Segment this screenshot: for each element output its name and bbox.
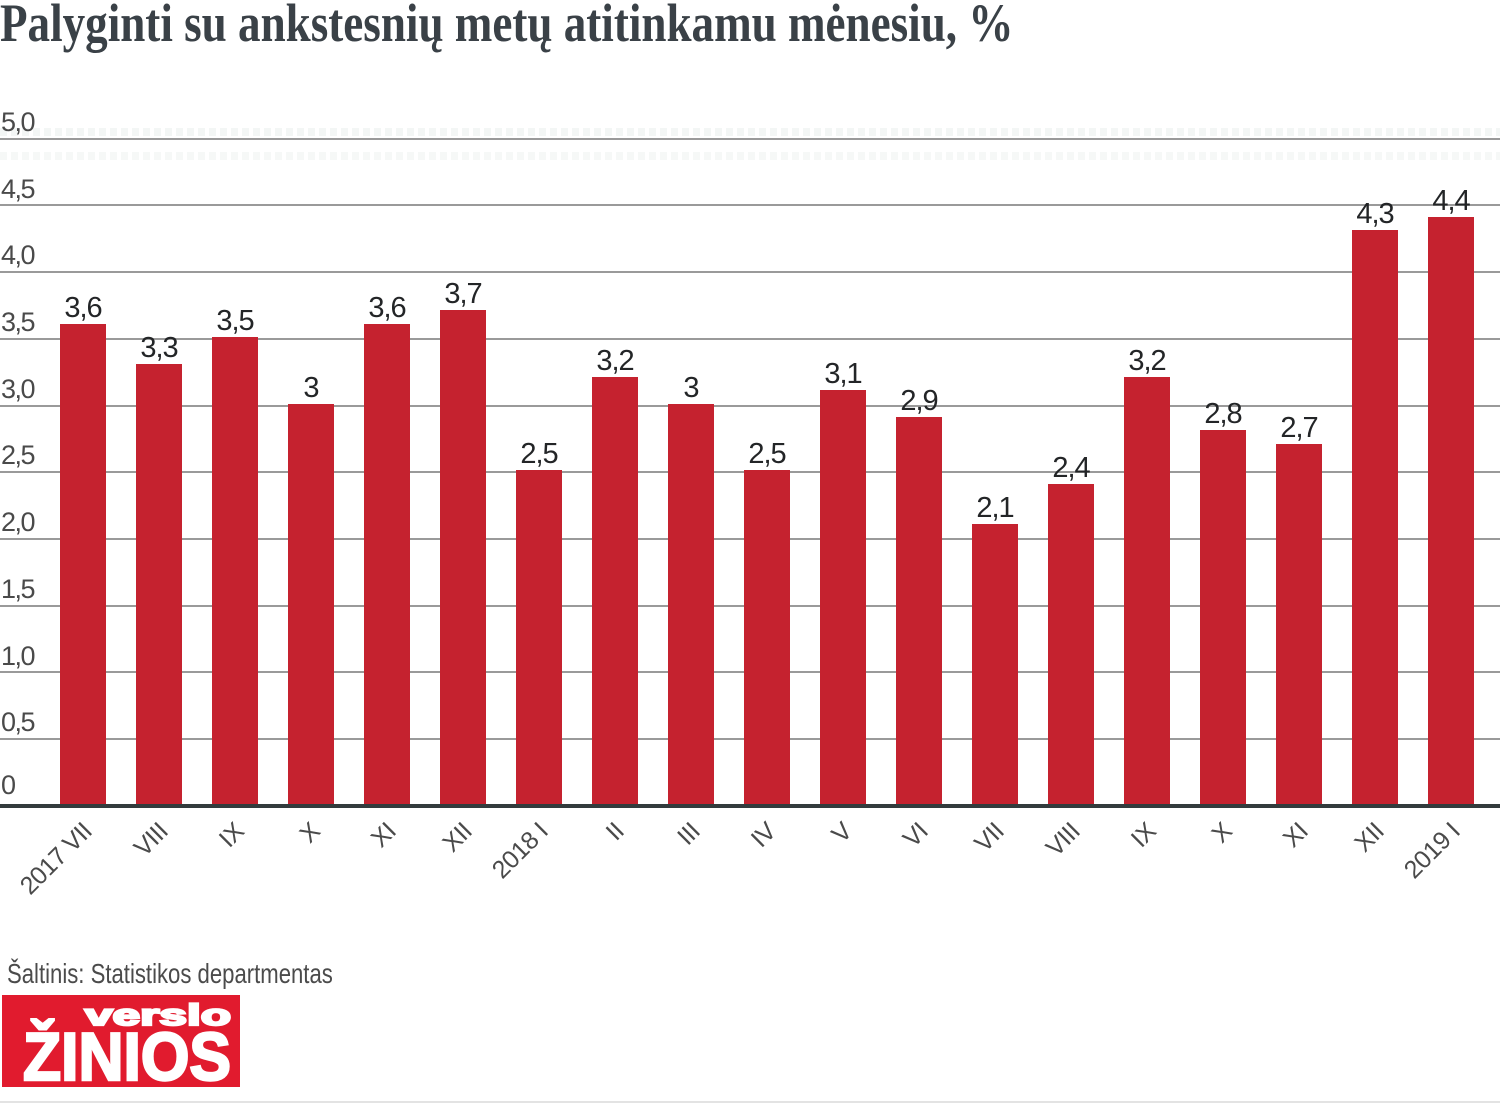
svg-text:ŽINIOS: ŽINIOS [23, 1018, 231, 1087]
svg-text:verslo: verslo [85, 999, 231, 1032]
